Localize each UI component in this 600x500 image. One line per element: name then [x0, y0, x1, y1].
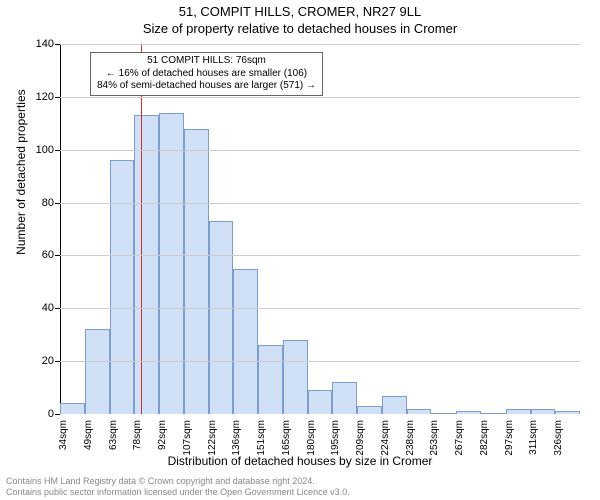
histogram-bar — [283, 340, 308, 414]
xtick-label: 122sqm — [207, 420, 218, 456]
xtick-label: 238sqm — [405, 420, 416, 456]
xtick-label: 209sqm — [355, 420, 366, 456]
xtick-label: 282sqm — [479, 420, 490, 456]
gridline — [60, 308, 580, 309]
histogram-bar — [506, 409, 531, 414]
xtick-label: 195sqm — [330, 420, 341, 456]
reference-marker-line — [141, 44, 142, 414]
plot-region: 51 COMPIT HILLS: 76sqm ← 16% of detached… — [60, 44, 580, 414]
gridline — [60, 361, 580, 362]
y-axis-title: Number of detached properties — [14, 89, 28, 254]
xtick-label: 92sqm — [157, 420, 168, 450]
gridline — [60, 44, 580, 45]
histogram-bar — [531, 409, 556, 414]
histogram-bar — [456, 411, 481, 414]
gridline — [60, 97, 580, 98]
histogram-bar — [258, 345, 283, 414]
xtick-label: 326sqm — [553, 420, 564, 456]
footer-line-1: Contains HM Land Registry data © Crown c… — [6, 476, 350, 487]
histogram-bar — [431, 413, 456, 414]
xtick-label: 151sqm — [256, 420, 267, 456]
xtick-label: 34sqm — [58, 420, 69, 450]
ytick-label: 100 — [36, 144, 60, 156]
histogram-bar — [159, 113, 184, 414]
xtick-label: 78sqm — [132, 420, 143, 450]
xtick-label: 297sqm — [504, 420, 515, 456]
histogram-bar — [85, 329, 110, 414]
histogram-bar — [134, 115, 159, 414]
xtick-label: 107sqm — [182, 420, 193, 456]
histogram-bar — [308, 390, 333, 414]
xtick-label: 49sqm — [83, 420, 94, 450]
annotation-line-1: 51 COMPIT HILLS: 76sqm — [97, 55, 316, 68]
annotation-line-3: 84% of semi-detached houses are larger (… — [97, 80, 316, 93]
histogram-bar — [209, 221, 234, 414]
histogram-bar — [184, 129, 209, 414]
histogram-bar — [481, 413, 506, 414]
xtick-label: 253sqm — [429, 420, 440, 456]
ytick-label: 140 — [36, 38, 60, 50]
ytick-label: 80 — [42, 197, 60, 209]
histogram-bar — [357, 406, 382, 414]
histogram-bar — [60, 403, 85, 414]
footer-attribution: Contains HM Land Registry data © Crown c… — [6, 476, 350, 499]
annotation-box: 51 COMPIT HILLS: 76sqm ← 16% of detached… — [90, 52, 323, 96]
ytick-label: 60 — [42, 249, 60, 261]
histogram-bar — [407, 409, 432, 414]
ytick-label: 0 — [48, 408, 60, 420]
xtick-label: 224sqm — [380, 420, 391, 456]
chart-area: 51 COMPIT HILLS: 76sqm ← 16% of detached… — [60, 44, 580, 414]
gridline — [60, 203, 580, 204]
sub-title: Size of property relative to detached ho… — [0, 19, 600, 36]
histogram-bars — [60, 44, 580, 414]
xtick-label: 180sqm — [306, 420, 317, 456]
annotation-line-2: ← 16% of detached houses are smaller (10… — [97, 68, 316, 81]
ytick-label: 120 — [36, 91, 60, 103]
histogram-bar — [332, 382, 357, 414]
xtick-label: 63sqm — [108, 420, 119, 450]
xtick-label: 267sqm — [454, 420, 465, 456]
gridline — [60, 255, 580, 256]
histogram-bar — [382, 396, 407, 415]
x-axis-title: Distribution of detached houses by size … — [0, 454, 600, 468]
footer-line-2: Contains public sector information licen… — [6, 487, 350, 498]
gridline — [60, 150, 580, 151]
xtick-label: 311sqm — [528, 420, 539, 455]
ytick-label: 40 — [42, 302, 60, 314]
ytick-label: 20 — [42, 355, 60, 367]
main-title: 51, COMPIT HILLS, CROMER, NR27 9LL — [0, 0, 600, 19]
xtick-label: 136sqm — [231, 420, 242, 456]
xtick-label: 165sqm — [281, 420, 292, 456]
histogram-bar — [110, 160, 135, 414]
histogram-bar — [233, 269, 258, 414]
histogram-bar — [555, 411, 580, 414]
